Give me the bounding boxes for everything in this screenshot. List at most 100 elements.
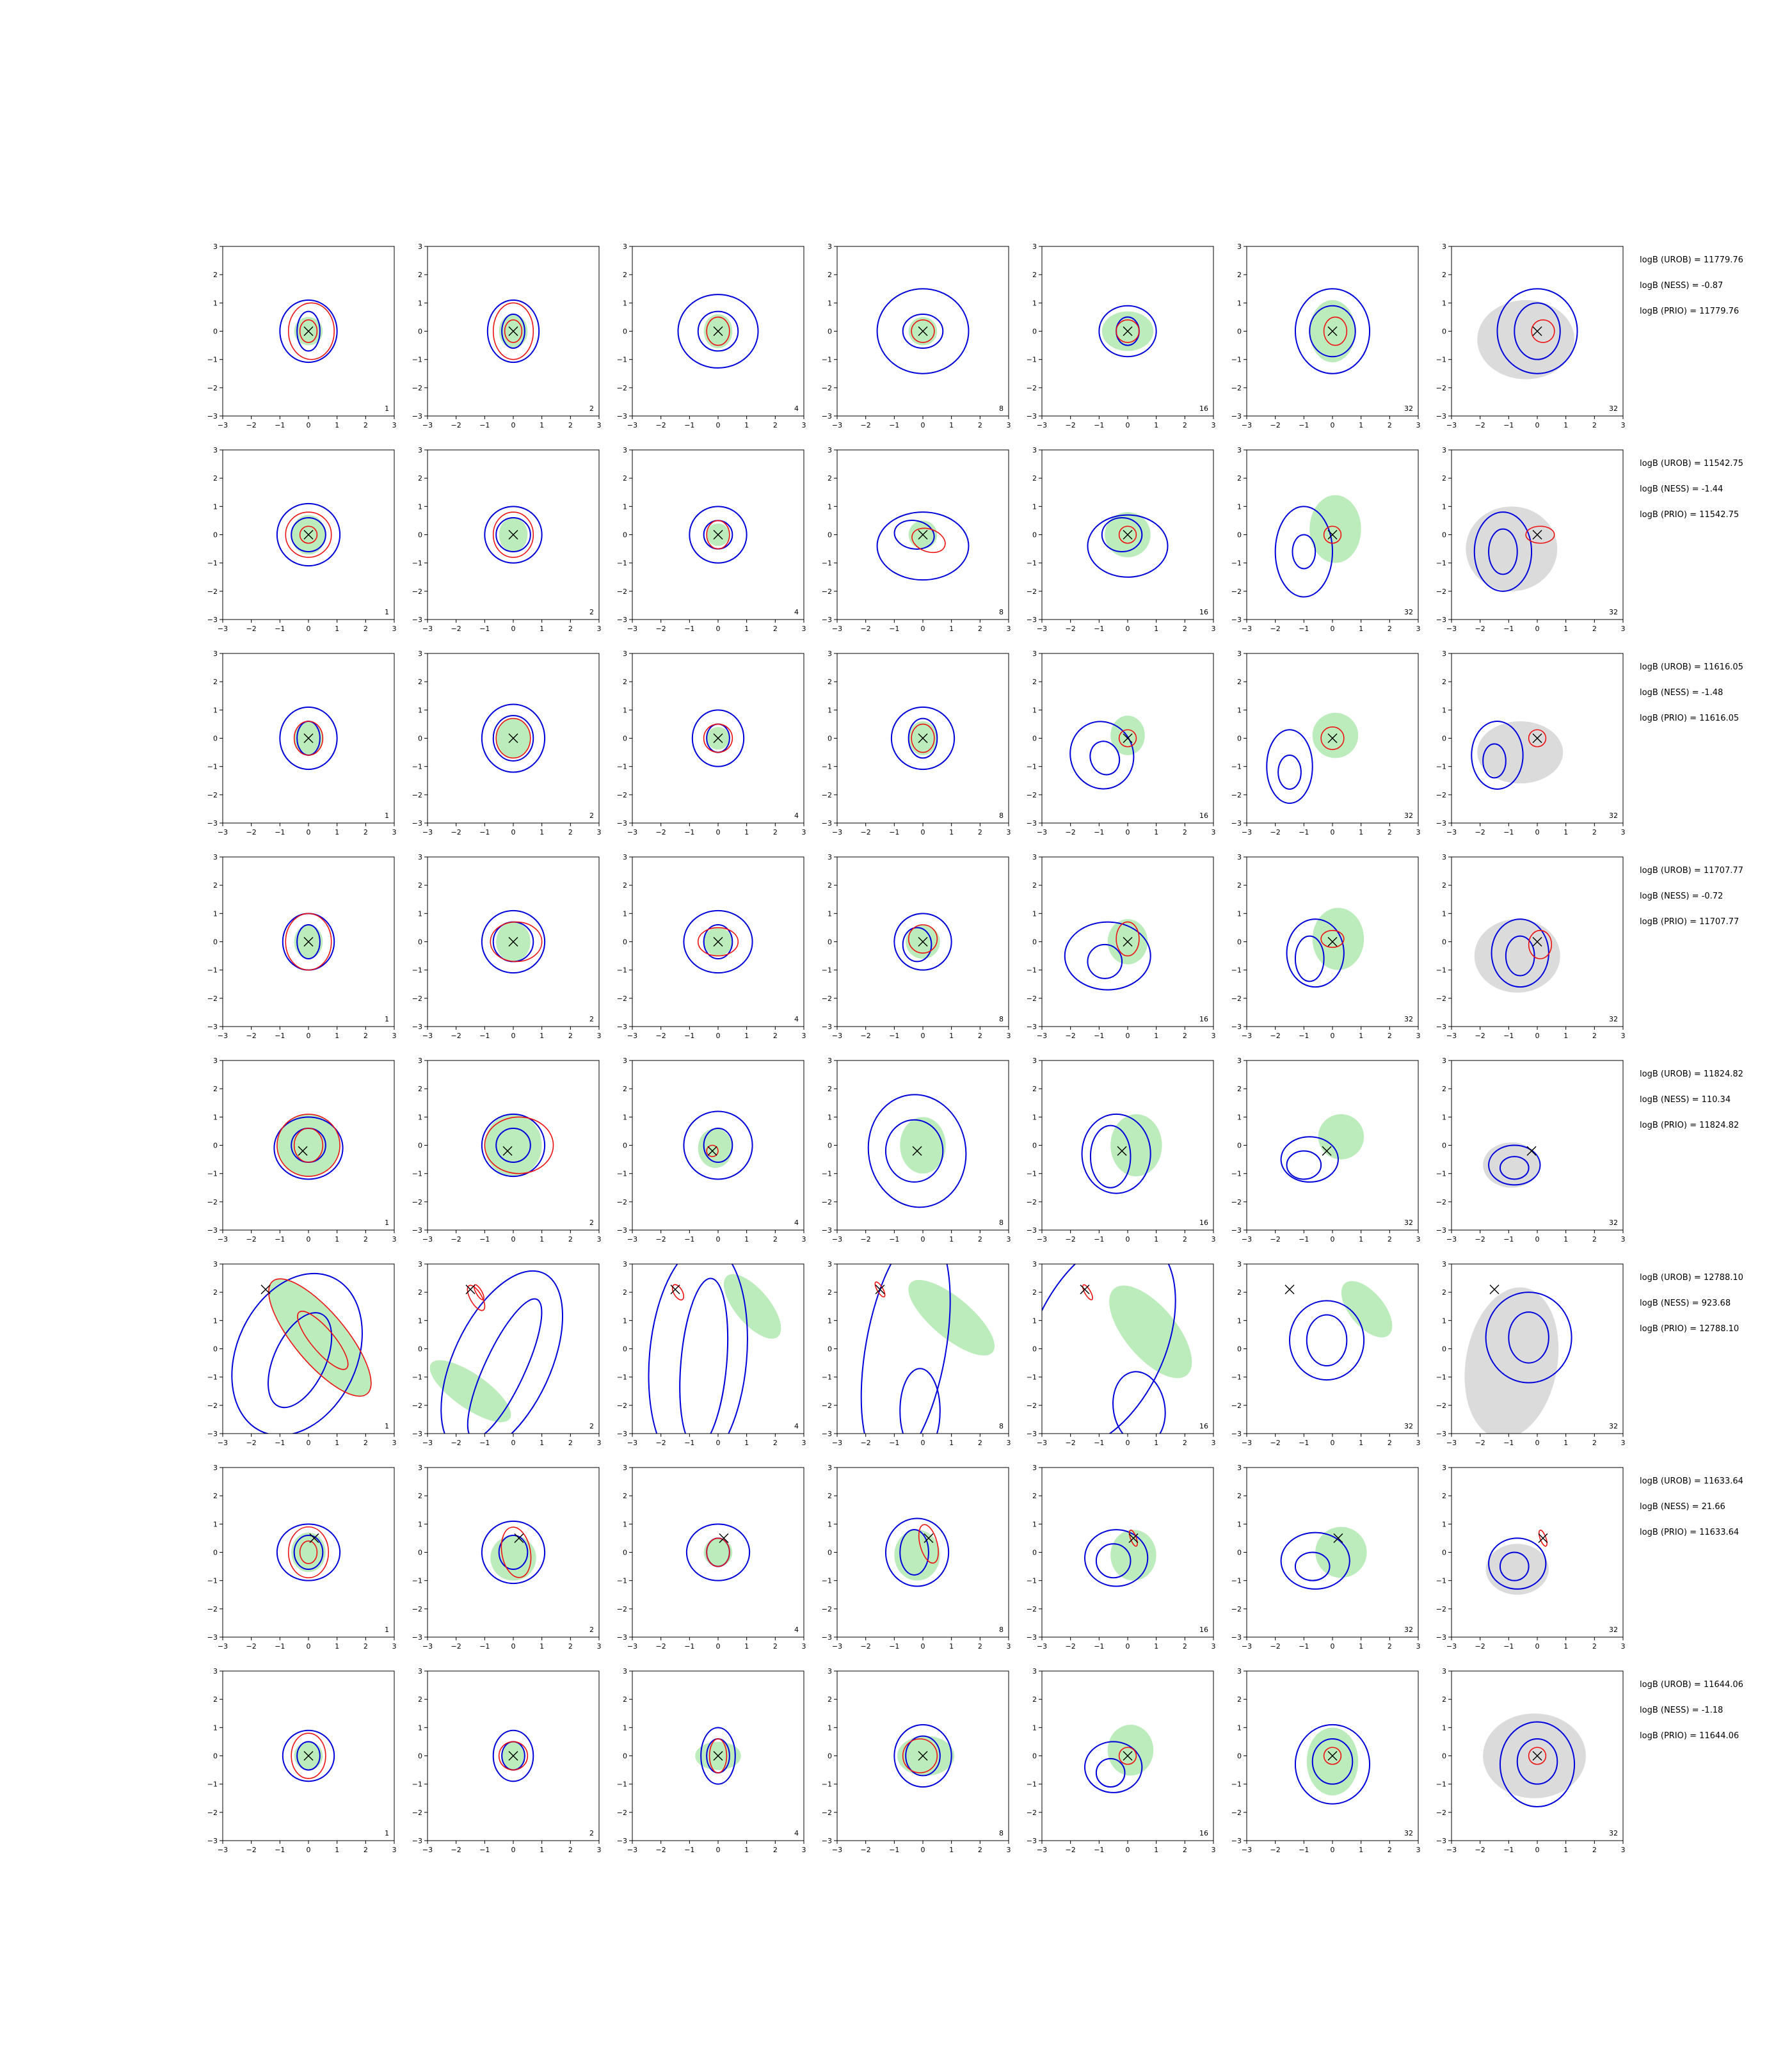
y-tick-label: 0 <box>623 735 627 743</box>
x-tick-label: 0 <box>1331 625 1335 633</box>
y-tick-label: 3 <box>418 1464 422 1472</box>
blue-contour-1 <box>268 1312 333 1409</box>
y-tick-label: −2 <box>1027 995 1037 1003</box>
panel-r2-c4: −3−3 −2 −2 −1 −1 0 0 1 1 2 2 3 3 8 <box>822 446 1011 633</box>
red-contour-1 <box>1528 930 1553 959</box>
y-tick-label: −2 <box>412 588 422 596</box>
blue-contour-1 <box>296 924 321 959</box>
y-tick-label: −2 <box>617 384 627 392</box>
logb-text: logB (PRIO) = 11616.05 <box>1640 714 1739 723</box>
red-contour-1 <box>1528 1747 1547 1765</box>
x-tick-label: −2 <box>451 828 461 836</box>
y-tick-label: 0 <box>1442 938 1446 947</box>
panel-plot-area <box>481 703 546 773</box>
y-tick-label: 2 <box>418 678 422 686</box>
y-tick-label: 0 <box>418 735 422 743</box>
x-tick-label: −2 <box>246 1439 257 1447</box>
x-tick-label: 2 <box>1388 1032 1392 1040</box>
x-tick-label: −3 <box>218 828 228 836</box>
x-tick-label: −2 <box>861 1846 871 1854</box>
x-tick-label: −2 <box>1270 625 1281 633</box>
blue-contour-2 <box>1286 918 1345 988</box>
y-tick-label: 0 <box>418 1345 422 1354</box>
x-tick-label: −3 <box>422 625 433 633</box>
logb-text: logB (UROB) = 11633.64 <box>1640 1476 1743 1486</box>
x-tick-label: 1 <box>540 421 544 429</box>
x-tick-label: 0 <box>1331 1846 1335 1854</box>
x-tick-label: 2 <box>1183 1439 1187 1447</box>
y-tick-label: 1 <box>1032 1113 1037 1121</box>
y-tick-label: 2 <box>828 1085 832 1093</box>
true-value-marker <box>1333 1533 1343 1543</box>
x-tick-label: 0 <box>1535 625 1540 633</box>
x-tick-label: −2 <box>1270 828 1281 836</box>
y-tick-label: −2 <box>822 1402 832 1410</box>
blue-contour-1 <box>1277 755 1302 790</box>
y-tick-label: 0 <box>1237 1752 1242 1761</box>
x-tick-label: 0 <box>307 828 311 836</box>
x-tick-label: 2 <box>568 1235 573 1244</box>
true-value-marker <box>508 733 518 743</box>
panel-plot-area <box>1294 288 1371 374</box>
x-tick-label: −1 <box>1094 1439 1104 1447</box>
x-tick-label: 2 <box>1388 421 1392 429</box>
x-tick-label: −2 <box>1475 1846 1485 1854</box>
x-tick-label: −3 <box>1037 625 1047 633</box>
panel-r2-c5: −3−3 −2 −2 −1 −1 0 0 1 1 2 2 3 3 16 <box>1027 446 1216 633</box>
x-tick-label: 1 <box>1359 1032 1363 1040</box>
x-tick-label: −1 <box>275 1846 285 1854</box>
y-tick-label: 0 <box>1032 1345 1037 1354</box>
y-tick-label: 2 <box>828 1695 832 1704</box>
x-tick-label: 2 <box>364 828 368 836</box>
x-tick-label: −3 <box>422 1032 433 1040</box>
logb-text: logB (UROB) = 11707.77 <box>1640 866 1743 876</box>
y-tick-label: −3 <box>207 1430 218 1438</box>
x-tick-label: 0 <box>921 1032 925 1040</box>
y-tick-label: 2 <box>828 881 832 890</box>
x-tick-label: −2 <box>451 1032 461 1040</box>
x-tick-label: 0 <box>921 625 925 633</box>
x-tick-label: 3 <box>1621 1439 1626 1447</box>
x-tick-label: 1 <box>540 625 544 633</box>
panel-r4-c6: −3−3 −2 −2 −1 −1 0 0 1 1 2 2 3 3 32 <box>1231 853 1421 1040</box>
blue-contour-2 <box>677 294 759 369</box>
y-tick-label: −3 <box>412 1226 422 1235</box>
green-density <box>1309 495 1361 563</box>
y-tick-label: −1 <box>822 1577 832 1585</box>
logb-text: logB (NESS) = -0.72 <box>1640 892 1723 901</box>
logb-text: logB (UROB) = 11644.06 <box>1640 1680 1743 1690</box>
panel-r8-c1: −3−3 −2 −2 −1 −1 0 0 1 1 2 2 3 3 1 <box>207 1667 397 1854</box>
y-tick-label: 2 <box>1442 474 1446 483</box>
panel-r6-c7: −3−3 −2 −2 −1 −1 0 0 1 1 2 2 3 3 32 <box>1436 1260 1626 1447</box>
x-tick-label: −3 <box>1446 421 1457 429</box>
y-tick-label: −1 <box>617 1373 627 1382</box>
x-tick-label: 2 <box>1183 1032 1187 1040</box>
x-tick-label: 1 <box>744 1642 749 1651</box>
red-contour-1 <box>1323 1747 1342 1765</box>
x-tick-label: −1 <box>1503 828 1514 836</box>
x-tick-label: 2 <box>978 1032 982 1040</box>
red-contour-2 <box>293 1128 324 1163</box>
x-tick-label: 3 <box>392 1642 397 1651</box>
y-tick-label: −1 <box>1027 559 1037 568</box>
y-tick-label: 2 <box>418 1492 422 1500</box>
panel-corner-label: 4 <box>794 404 799 413</box>
y-tick-label: 0 <box>418 938 422 947</box>
y-tick-label: 3 <box>1442 1260 1446 1268</box>
row-stats-5: logB (UROB) = 11824.82 logB (NESS) = 110.… <box>1640 1069 1743 1130</box>
y-tick-label: 3 <box>418 1667 422 1676</box>
x-tick-label: −1 <box>684 1846 694 1854</box>
y-tick-label: 3 <box>1237 853 1242 861</box>
blue-contour-2 <box>481 909 546 974</box>
blue-contour-2 <box>689 506 748 564</box>
y-tick-label: −2 <box>207 384 218 392</box>
y-tick-label: 2 <box>828 474 832 483</box>
green-density <box>1312 908 1364 970</box>
x-tick-label: 1 <box>1154 1846 1158 1854</box>
y-tick-label: 0 <box>1237 328 1242 336</box>
y-tick-label: −1 <box>1231 1373 1242 1382</box>
x-tick-label: 2 <box>364 625 368 633</box>
